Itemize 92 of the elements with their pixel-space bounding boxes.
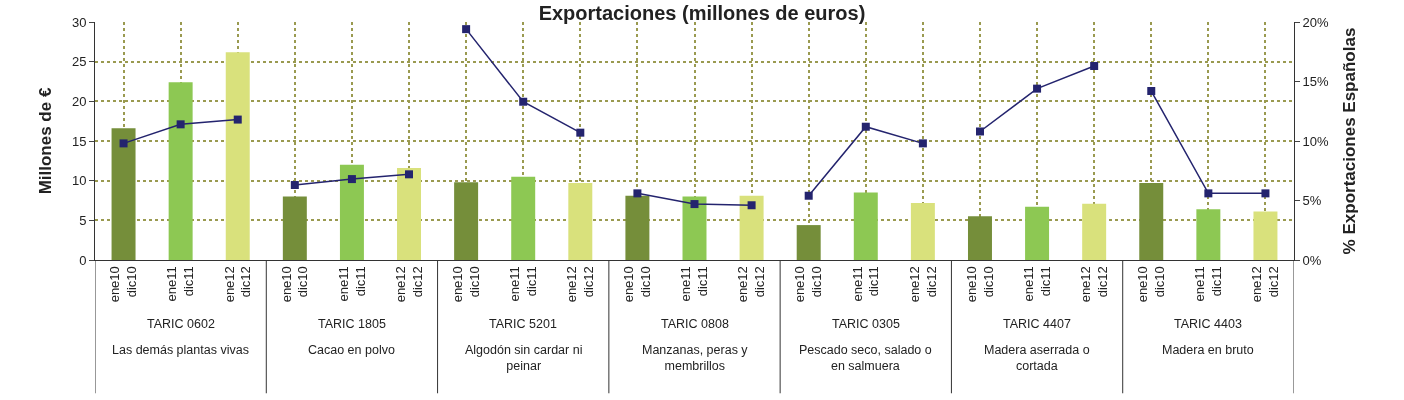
point [176, 120, 185, 129]
text: Madera aserrada o cortada [984, 343, 1090, 374]
y-tick-label: 20 [71, 93, 87, 109]
bar [225, 52, 250, 260]
x-tick-label: ene10 dic10 [963, 266, 996, 303]
bar [1196, 209, 1221, 260]
bar [1139, 183, 1164, 260]
bar [625, 195, 650, 260]
x-tick-label: ene12 dic12 [221, 266, 254, 303]
point [233, 115, 242, 124]
bar [1025, 206, 1050, 260]
y-tick-label: 25 [71, 54, 87, 70]
bar [739, 195, 764, 260]
text: TARIC 0808 [661, 317, 729, 331]
y-tick-label: 30 [71, 14, 87, 30]
point [633, 189, 642, 198]
x-tick-label: ene11 dic11 [335, 266, 368, 302]
point [690, 200, 699, 209]
bar [454, 182, 479, 260]
text: Las demás plantas vivas [112, 343, 249, 357]
x-tick-label: ene11 dic11 [849, 266, 882, 302]
x-tick-label: ene11 dic11 [1020, 266, 1053, 302]
text: TARIC 5201 [489, 317, 557, 331]
text: TARIC 0305 [832, 317, 900, 331]
point [290, 181, 299, 190]
point [1033, 84, 1042, 93]
point [1147, 87, 1156, 96]
x-tick-label: ene10 dic10 [621, 266, 654, 303]
text: Cacao en polvo [308, 343, 395, 357]
y2-tick-label: 5% [1302, 193, 1322, 209]
bar [111, 128, 136, 260]
bar [397, 167, 422, 260]
text: Pescado seco, salado o en salmuera [799, 343, 932, 374]
chart-title: Exportaciones (millones de euros) [538, 2, 866, 24]
x-tick-label: ene11 dic11 [1192, 266, 1225, 302]
text: TARIC 0602 [147, 317, 215, 331]
x-tick-label: ene12 dic12 [735, 266, 768, 303]
bar [796, 225, 821, 260]
point [861, 122, 870, 131]
x-tick-label: ene11 dic11 [506, 266, 539, 302]
x-tick-label: ene12 dic12 [564, 266, 596, 303]
point [1261, 189, 1270, 198]
bar [1253, 211, 1278, 260]
y2-axis-title: % Exportaciones Españolas [1340, 27, 1360, 255]
y2-tick-label: 15% [1302, 74, 1330, 90]
y-tick-label: 10 [71, 173, 87, 189]
y-axis-title: Millones de € [36, 87, 56, 195]
x-tick-label: ene11 dic11 [164, 266, 197, 302]
point [462, 25, 471, 34]
y-tick-label: 0 [79, 252, 87, 268]
bar [568, 183, 593, 260]
point [1090, 62, 1099, 71]
bar [967, 216, 992, 260]
bar [1082, 203, 1107, 260]
point [519, 97, 528, 106]
text: TARIC 4403 [1174, 317, 1242, 331]
bar [282, 196, 307, 260]
x-tick-label: ene12 dic12 [1077, 266, 1110, 303]
bar [511, 176, 536, 260]
point [804, 191, 813, 200]
point [747, 201, 756, 210]
bar [682, 196, 707, 260]
point [1204, 189, 1213, 198]
bar [339, 164, 364, 260]
x-tick-label: ene12 dic12 [906, 266, 939, 303]
y2-tick-label: 10% [1302, 133, 1330, 149]
x-tick-label: ene10 dic10 [1135, 266, 1167, 303]
y2-tick-label: 20% [1302, 14, 1330, 30]
text: Algodón sin cardar ni peinar [465, 343, 583, 374]
y-tick-label: 15 [71, 133, 87, 149]
text: Madera en bruto [1162, 343, 1254, 357]
y2-tick-label: 0% [1302, 252, 1322, 268]
text: TARIC 1805 [318, 317, 386, 331]
x-tick-label: ene12 dic12 [1249, 266, 1282, 303]
point [576, 128, 585, 137]
point [918, 139, 927, 148]
x-tick-label: ene10 dic10 [278, 266, 311, 303]
x-tick-label: ene12 dic12 [392, 266, 425, 303]
text: Manzanas, peras y membrillos [642, 343, 749, 374]
bar [853, 192, 878, 260]
point [405, 170, 414, 179]
x-tick-label: ene10 dic10 [792, 266, 825, 303]
point [975, 127, 984, 136]
x-tick-label: ene10 dic10 [449, 266, 482, 303]
point [119, 139, 128, 148]
bar [910, 202, 935, 260]
point [347, 175, 356, 184]
bar [168, 82, 193, 260]
text: TARIC 4407 [1003, 317, 1071, 331]
y-tick-label: 5 [79, 212, 87, 228]
x-tick-label: ene10 dic10 [107, 266, 140, 303]
x-tick-label: ene11 dic11 [678, 266, 711, 302]
